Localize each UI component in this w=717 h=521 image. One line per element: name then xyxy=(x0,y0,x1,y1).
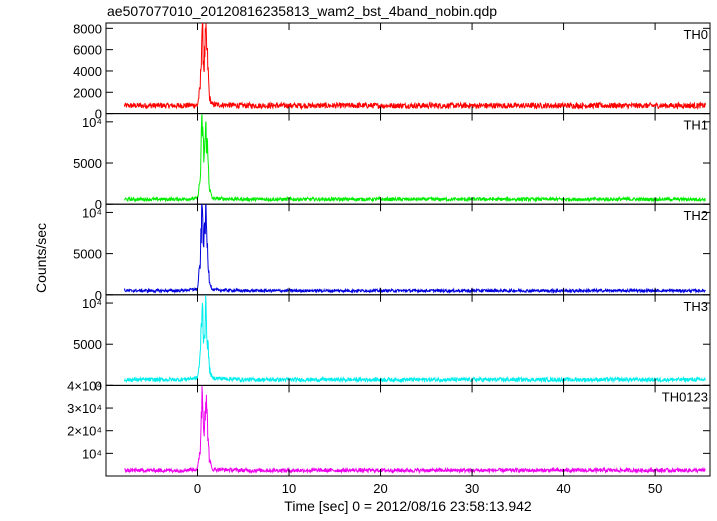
panel-label-th2: TH2 xyxy=(683,208,708,223)
panel-label-th3: TH3 xyxy=(683,299,708,314)
y-tick-label: 2×10⁴ xyxy=(67,424,102,439)
panel-frame xyxy=(105,384,711,477)
panel-frame xyxy=(105,203,711,296)
y-tick-label: 6000 xyxy=(73,43,102,58)
y-tick-label: 8000 xyxy=(73,21,102,36)
panel-label-th1: TH1 xyxy=(683,118,708,133)
panel-frame xyxy=(105,113,711,205)
chart-title: ae507077010_20120816235813_wam2_bst_4ban… xyxy=(107,3,497,19)
x-tick-label: 40 xyxy=(556,481,570,496)
panel-frame xyxy=(105,22,711,115)
y-tick-label: 0 xyxy=(95,288,102,303)
x-tick-label: 0 xyxy=(194,481,201,496)
y-tick-label: 5000 xyxy=(73,156,102,171)
y-tick-label: 5000 xyxy=(73,337,102,352)
x-axis-label: Time [sec] 0 = 2012/08/16 23:58:13.942 xyxy=(284,498,532,514)
series-line-th1 xyxy=(123,114,706,203)
x-tick-label: 10 xyxy=(282,481,296,496)
panel-th1: 0 5000 10⁴ TH1 xyxy=(73,113,711,212)
y-axis-label: Counts/sec xyxy=(33,223,49,293)
y-tick-label: 4000 xyxy=(73,64,102,79)
x-tick-label: 20 xyxy=(373,481,387,496)
y-tick-label: 0 xyxy=(95,107,102,122)
y-tick-label: 2000 xyxy=(73,85,102,100)
series-line-th0 xyxy=(123,22,706,111)
panel-label-th0123: TH0123 xyxy=(662,389,708,404)
panel-th2: 0 5000 10⁴ TH2 xyxy=(73,203,711,303)
x-tick-label: 30 xyxy=(465,481,479,496)
panel-th3: 0 5000 10⁴ TH3 xyxy=(73,294,711,393)
y-tick-label: 10⁴ xyxy=(82,205,102,220)
series-line-th3 xyxy=(123,295,706,384)
series-line-th2 xyxy=(123,204,706,294)
panel-label-th0: TH0 xyxy=(683,27,708,42)
panel-frame xyxy=(105,294,711,386)
y-tick-label: 10⁴ xyxy=(82,446,102,461)
y-tick-label: 0 xyxy=(95,378,102,393)
panel-th0: 0 2000 4000 6000 8000 TH0 xyxy=(73,21,711,122)
y-tick-label: 5000 xyxy=(73,247,102,262)
panel-th0123: 10⁴ 2×10⁴ 3×10⁴ 4×10⁴ TH0123 xyxy=(67,378,711,477)
series-line-th0123 xyxy=(124,385,706,475)
y-tick-label: 10⁴ xyxy=(82,296,102,311)
x-tick-label: 50 xyxy=(648,481,662,496)
y-tick-label: 4×10⁴ xyxy=(67,378,102,393)
y-tick-label: 10⁴ xyxy=(82,115,102,130)
y-tick-label: 0 xyxy=(95,197,102,212)
y-tick-label: 3×10⁴ xyxy=(67,401,102,416)
